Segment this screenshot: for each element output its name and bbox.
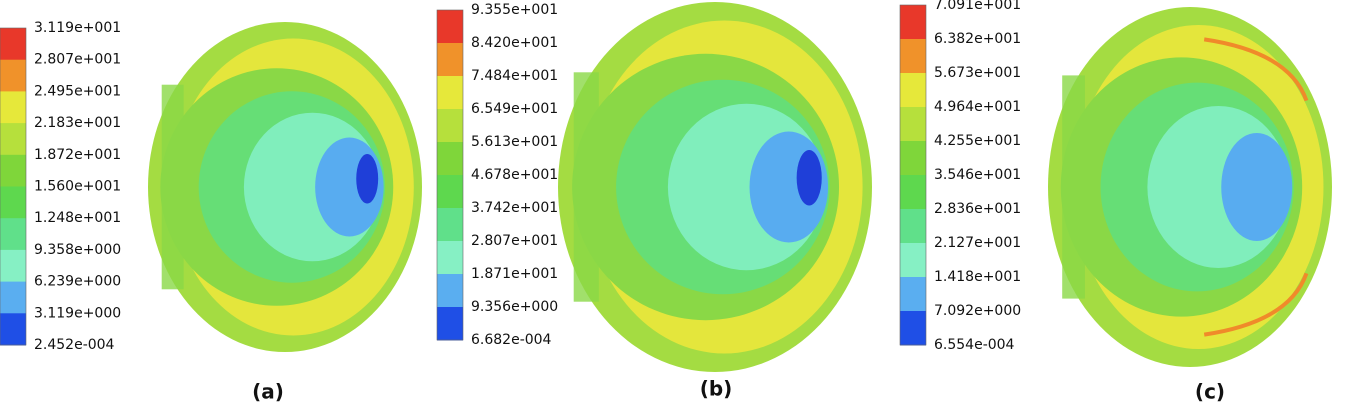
- colorbar-frame: [436, 9, 464, 341]
- colorbar-label: 6.239e+000: [34, 274, 121, 290]
- colorbar-label: 5.613e+001: [471, 134, 558, 150]
- colorbar-segment: [900, 311, 926, 346]
- colorbar-label: 2.807e+001: [34, 52, 121, 68]
- colorbar-frame: [0, 27, 27, 346]
- colorbar-segment: [900, 277, 926, 312]
- colorbar-segment: [900, 209, 926, 244]
- panel-label: (b): [700, 377, 733, 401]
- contour-region: [1221, 133, 1293, 241]
- colorbar-segment: [0, 249, 26, 283]
- colorbar-label: 9.355e+001: [471, 2, 558, 18]
- contour-band: [161, 84, 184, 290]
- colorbar-label: 1.871e+001: [471, 266, 558, 282]
- colorbar-frame: [899, 4, 927, 346]
- colorbar-segment: [900, 175, 926, 210]
- colorbar-label: 3.119e+000: [34, 305, 121, 321]
- colorbar-segment: [437, 109, 463, 143]
- colorbar-label: 6.554e-004: [934, 337, 1015, 353]
- panel-label: (c): [1195, 380, 1225, 404]
- colorbar-segment: [0, 59, 26, 92]
- colorbar-label: 2.807e+001: [471, 233, 558, 249]
- panel-label: (a): [252, 380, 284, 404]
- colorbar-segment: [0, 313, 26, 346]
- colorbar-label: 2.495e+001: [34, 83, 121, 99]
- colorbar-segment: [437, 175, 463, 209]
- colorbar-segment: [437, 76, 463, 110]
- colorbar-segment: [437, 43, 463, 77]
- colorbar-label: 5.673e+001: [934, 65, 1021, 81]
- colorbar-label: 2.127e+001: [934, 235, 1021, 251]
- colorbar-label: 1.418e+001: [934, 269, 1021, 285]
- colorbar-segment: [900, 39, 926, 74]
- colorbar-segment: [900, 141, 926, 176]
- colorbar-label: 4.964e+001: [934, 99, 1021, 115]
- colorbar-label: 2.836e+001: [934, 201, 1021, 217]
- colorbar-segment: [437, 241, 463, 275]
- colorbar-segment: [0, 218, 26, 251]
- colorbar-label: 1.560e+001: [34, 179, 121, 195]
- contour-band: [1062, 75, 1085, 299]
- contour-arc: [1203, 272, 1309, 337]
- colorbar-label: 2.183e+001: [34, 115, 121, 131]
- colorbar-label: 6.682e-004: [471, 332, 552, 348]
- colorbar-segment: [900, 5, 926, 40]
- colorbar-label: 8.420e+001: [471, 35, 558, 51]
- contour-core: [356, 154, 379, 204]
- colorbar-label: 3.119e+001: [34, 20, 121, 36]
- colorbar-label: 6.382e+001: [934, 31, 1021, 47]
- colorbar-label: 7.091e+001: [934, 0, 1021, 13]
- colorbar-segment: [0, 91, 26, 124]
- colorbar-label: 1.872e+001: [34, 147, 121, 163]
- colorbar-segment: [0, 154, 26, 187]
- colorbar-segment: [0, 123, 26, 156]
- colorbar-segment: [437, 274, 463, 308]
- colorbar-label: 9.356e+000: [471, 299, 558, 315]
- colorbar-label: 1.248e+001: [34, 210, 121, 226]
- colorbar-segment: [437, 208, 463, 242]
- colorbar-segment: [437, 307, 463, 341]
- colorbar-segment: [0, 281, 26, 314]
- colorbar-segment: [900, 107, 926, 142]
- colorbar-segment: [437, 10, 463, 44]
- colorbar-label: 9.358e+000: [34, 242, 121, 258]
- colorbar-segment: [900, 243, 926, 278]
- colorbar-label: 7.092e+000: [934, 303, 1021, 319]
- contour-band: [573, 72, 599, 302]
- colorbar-label: 6.549e+001: [471, 101, 558, 117]
- colorbar-segment: [900, 73, 926, 108]
- colorbar-segment: [437, 142, 463, 176]
- colorbar-segment: [0, 186, 26, 219]
- colorbar-label: 7.484e+001: [471, 68, 558, 84]
- contour-core: [796, 150, 822, 206]
- colorbar-label: 3.546e+001: [934, 167, 1021, 183]
- colorbar-label: 4.678e+001: [471, 167, 558, 183]
- colorbar-label: 4.255e+001: [934, 133, 1021, 149]
- colorbar-segment: [0, 28, 26, 61]
- colorbar-label: 2.452e-004: [34, 337, 115, 353]
- contour-arc: [1203, 37, 1309, 102]
- colorbar-label: 3.742e+001: [471, 200, 558, 216]
